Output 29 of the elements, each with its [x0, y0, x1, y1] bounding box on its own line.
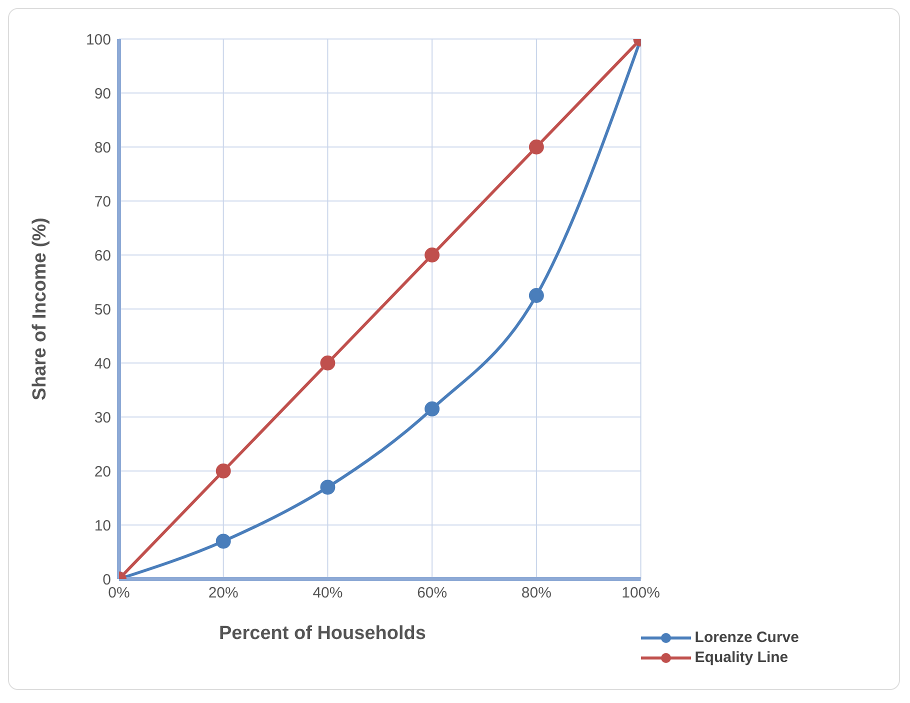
legend-label: Equality Line [694, 649, 788, 666]
y-tick-label: 70 [94, 193, 111, 210]
y-tick-label: 0 [102, 571, 111, 588]
point [320, 356, 336, 370]
x-tick-label: 40% [312, 584, 343, 602]
point [320, 480, 336, 495]
point [216, 534, 231, 549]
y-tick-label: 50 [94, 301, 111, 318]
point [528, 140, 544, 154]
point [528, 288, 544, 303]
x-tick-label: 100% [622, 584, 660, 602]
y-tick-label: 40 [94, 355, 111, 372]
y-tick-label: 10 [94, 517, 111, 534]
y-tick-label: 90 [94, 85, 111, 102]
y-tick-label: 100 [86, 31, 111, 48]
y-tick-label: 80 [94, 139, 111, 156]
x-axis-title: Percent of Households [219, 623, 426, 644]
y-axis-title: Share of Income (%) [30, 218, 51, 400]
point [216, 464, 231, 478]
x-tick-label: 20% [208, 584, 238, 602]
x-tick-label: 0% [108, 584, 130, 602]
y-tick-label: 30 [94, 409, 111, 426]
point [424, 401, 440, 416]
y-tick-label: 60 [94, 247, 111, 264]
y-tick-label: 20 [94, 463, 111, 480]
x-tick-label: 60% [417, 584, 448, 602]
legend-label: Lorenze Curve [694, 629, 799, 646]
point [424, 248, 440, 262]
x-tick-label: 80% [521, 584, 552, 602]
